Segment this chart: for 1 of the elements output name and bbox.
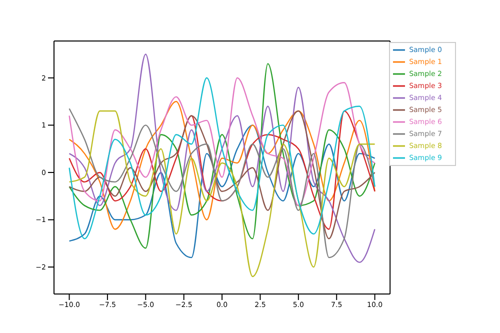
line-series (68, 77, 376, 206)
